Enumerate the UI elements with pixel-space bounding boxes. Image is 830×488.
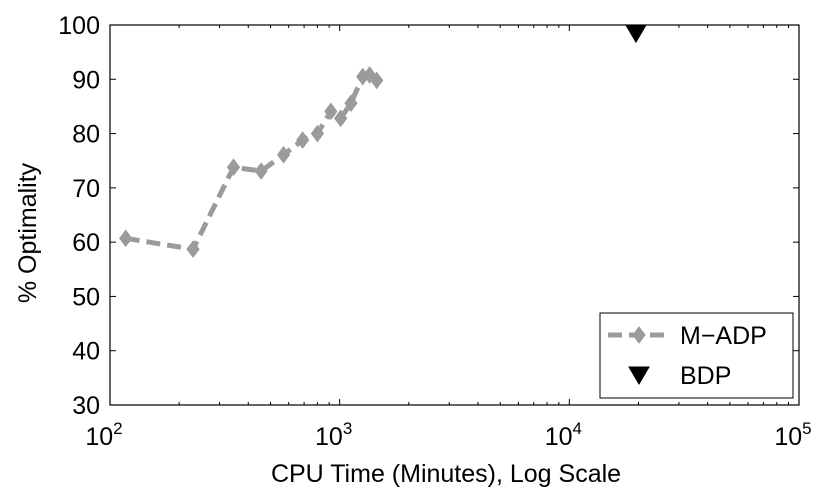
x-tick-base: 10	[545, 423, 573, 451]
data-point	[254, 162, 268, 180]
data-point	[324, 102, 338, 121]
y-axis-label: % Optimality	[14, 162, 42, 303]
series-line	[125, 72, 379, 252]
legend: M−ADP BDP	[599, 312, 794, 399]
y-tick-label: 70	[72, 175, 100, 203]
y-tick-label: 40	[72, 338, 100, 366]
series-0	[119, 66, 384, 259]
legend-item-1: BDP	[628, 362, 731, 390]
plot-frame	[109, 24, 800, 406]
x-tick-exponent: 3	[343, 419, 352, 438]
y-tick-label: 100	[58, 12, 100, 40]
x-tick-base: 10	[774, 423, 802, 451]
data-point	[226, 158, 241, 177]
y-tick-label: 60	[72, 229, 100, 257]
y-tick-label: 50	[72, 283, 100, 311]
x-tick-base: 10	[315, 423, 343, 451]
x-tick-base: 10	[85, 423, 113, 451]
x-tick-label: 103	[315, 419, 352, 451]
legend-item-0: M−ADP	[608, 322, 767, 350]
data-point	[119, 229, 133, 248]
x-tick-exponent: 4	[573, 419, 582, 438]
x-tick-label: 104	[545, 419, 582, 451]
legend-marker	[632, 326, 646, 344]
plot-area	[109, 24, 800, 406]
legend-box	[599, 312, 794, 399]
legend-marker	[628, 366, 650, 385]
series-layer	[119, 24, 647, 259]
x-axis-ticks: 102 103 104 105	[85, 25, 812, 451]
data-point	[310, 124, 325, 143]
data-point	[370, 71, 384, 90]
x-tick-label: 102	[85, 419, 122, 451]
y-tick-label: 80	[72, 121, 100, 149]
x-tick-exponent: 2	[113, 419, 122, 438]
data-point	[334, 109, 348, 128]
legend-label: M−ADP	[680, 322, 767, 350]
legend-label: BDP	[680, 362, 731, 390]
x-tick-label: 105	[774, 419, 811, 451]
data-point	[186, 240, 200, 259]
x-tick-exponent: 5	[802, 419, 811, 438]
series-1	[625, 24, 647, 44]
data-point	[344, 94, 358, 113]
data-point	[296, 131, 310, 149]
data-point	[276, 145, 291, 164]
y-tick-label: 90	[72, 66, 100, 94]
x-axis-label: CPU Time (Minutes), Log Scale	[271, 460, 621, 488]
y-tick-label: 30	[72, 392, 100, 420]
y-axis-ticks: 30 40 50 60 70 80 90 100	[58, 12, 799, 420]
data-point	[625, 24, 647, 44]
